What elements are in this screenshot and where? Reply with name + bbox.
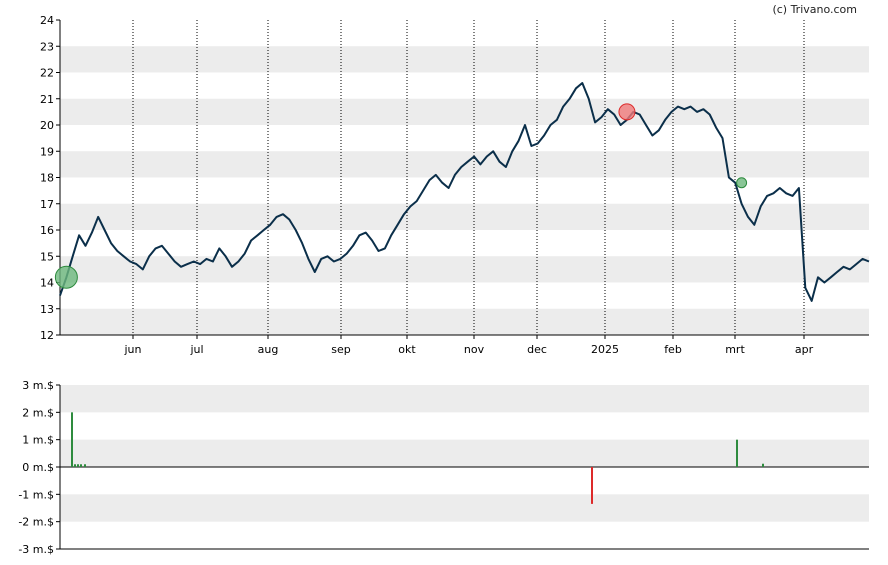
volume-grid-band xyxy=(60,494,869,522)
price-grid-band xyxy=(60,308,869,335)
price-y-tick-label: 12 xyxy=(40,329,54,342)
price-panel: 24 23 22 21 20 19 18 17 16 15 14 13 12 jun jul aug sep ok… xyxy=(40,14,870,356)
price-x-tick-label: nov xyxy=(464,343,485,356)
price-y-tick-label: 22 xyxy=(40,67,54,80)
price-y-tick-label: 24 xyxy=(40,14,54,27)
volume-grid-band xyxy=(60,385,869,413)
price-grid-band xyxy=(60,46,869,73)
price-x-tick-label: apr xyxy=(795,343,814,356)
volume-y-tick-label: 3 m.$ xyxy=(22,379,54,392)
price-x-tick-label: feb xyxy=(664,343,682,356)
price-y-tick-label: 15 xyxy=(40,250,54,263)
volume-y-tick-label: -3 m.$ xyxy=(18,543,54,556)
price-x-tick-label: okt xyxy=(398,343,416,356)
price-grid-band xyxy=(60,98,869,125)
price-grid-band xyxy=(60,256,869,283)
price-x-tick-label: jul xyxy=(189,343,203,356)
buy-marker xyxy=(736,177,748,189)
volume-y-tick-label: -2 m.$ xyxy=(18,516,54,529)
price-grid-band xyxy=(60,203,869,230)
price-y-tick-label: 13 xyxy=(40,303,54,316)
volume-y-tick-label: 0 m.$ xyxy=(22,461,54,474)
price-y-tick-label: 14 xyxy=(40,277,54,290)
price-y-tick-label: 23 xyxy=(40,40,54,53)
price-x-tick-label: 2025 xyxy=(591,343,619,356)
price-x-tick-label: jun xyxy=(124,343,142,356)
price-x-tick-label: sep xyxy=(331,343,350,356)
price-y-tick-label: 19 xyxy=(40,145,54,158)
sell-marker xyxy=(618,103,636,121)
price-x-tick-label: mrt xyxy=(725,343,745,356)
price-y-tick-label: 17 xyxy=(40,198,54,211)
price-y-tick-label: 16 xyxy=(40,224,54,237)
price-x-tick-label: aug xyxy=(258,343,279,356)
volume-y-tick-label: 1 m.$ xyxy=(22,434,54,447)
price-y-tick-label: 20 xyxy=(40,119,54,132)
volume-y-tick-label: -1 m.$ xyxy=(18,488,54,501)
price-y-tick-label: 18 xyxy=(40,172,54,185)
price-y-tick-label: 21 xyxy=(40,93,54,106)
credit-label: (c) Trivano.com xyxy=(772,3,857,16)
volume-grid-band xyxy=(60,439,869,467)
price-series-line xyxy=(59,82,870,302)
volume-panel: 3 m.$ 2 m.$ 1 m.$ 0 m.$ -1 m.$ -2 m.$ -3 m.$ xyxy=(18,379,869,556)
price-x-tick-label: dec xyxy=(527,343,547,356)
buy-marker xyxy=(54,265,78,289)
volume-y-tick-label: 2 m.$ xyxy=(22,406,54,419)
